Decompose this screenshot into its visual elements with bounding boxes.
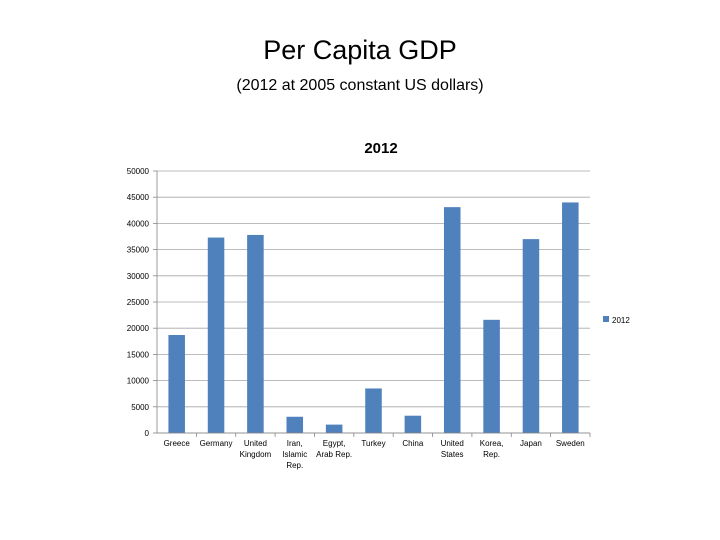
- slide-subtitle: (2012 at 2005 constant US dollars): [236, 77, 484, 94]
- legend-swatch: [603, 316, 609, 322]
- bar: [483, 319, 500, 433]
- x-category-label: Turkey: [361, 439, 385, 448]
- chart-title: 2012: [364, 140, 397, 157]
- x-category-label: Greece: [164, 439, 191, 448]
- x-category-label: Iran, Islamic Rep.: [282, 439, 307, 470]
- slide-title: Per Capita GDP: [263, 35, 457, 65]
- bar: [168, 335, 185, 433]
- bar: [325, 424, 343, 433]
- x-category-label-line: Germany: [200, 439, 233, 448]
- y-tick-label: 35000: [127, 246, 150, 255]
- x-category-label-line: China: [402, 439, 423, 448]
- bar: [443, 207, 461, 433]
- x-category-label: China: [402, 439, 423, 448]
- y-tick-label: 5000: [131, 403, 149, 412]
- x-category-label-line: Arab Rep.: [316, 450, 352, 459]
- x-category-label-line: Sweden: [556, 439, 585, 448]
- x-category-label: Egypt, Arab Rep.: [316, 439, 352, 459]
- y-tick-label: 40000: [127, 219, 150, 228]
- bar: [247, 234, 264, 433]
- x-category-label: Germany: [200, 439, 233, 448]
- x-category-label-line: Iran,: [287, 439, 303, 448]
- x-category-label: United Kingdom: [240, 439, 272, 459]
- y-tick-label: 20000: [127, 324, 150, 333]
- x-category-label: United States: [441, 439, 464, 459]
- x-category-label-line: Rep.: [483, 450, 500, 459]
- x-category-label-line: Japan: [520, 439, 542, 448]
- x-category-label-line: United: [441, 439, 464, 448]
- x-category-label: Japan: [520, 439, 542, 448]
- x-category-label-line: Turkey: [361, 439, 385, 448]
- y-axis: 0 5000 10000 15000 20000 25000 30000 35000 40000…: [127, 167, 158, 438]
- x-category-label-line: Egypt,: [323, 439, 346, 448]
- bar: [365, 388, 382, 433]
- x-category-label: Sweden: [556, 439, 585, 448]
- x-category-label-line: States: [441, 450, 464, 459]
- bar: [522, 239, 540, 433]
- bar: [404, 415, 422, 433]
- x-category-label-line: Korea,: [480, 439, 504, 448]
- x-category-label-line: Greece: [164, 439, 191, 448]
- x-axis: Greece Germany United Kingdom Iran, Islamic Re…: [157, 432, 591, 470]
- x-category-label-line: Islamic: [282, 450, 307, 459]
- legend-label: 2012: [612, 316, 630, 325]
- bar: [207, 237, 225, 433]
- y-tick-label: 30000: [127, 272, 150, 281]
- y-tick-label: 50000: [127, 167, 150, 176]
- bars: [168, 202, 579, 433]
- legend: 2012: [603, 316, 630, 325]
- y-tick-label: 45000: [127, 193, 150, 202]
- x-category-label-line: United: [244, 439, 267, 448]
- bar: [286, 416, 304, 433]
- y-tick-label: 0: [145, 429, 150, 438]
- bar: [562, 202, 579, 433]
- x-category-label-line: Kingdom: [240, 450, 272, 459]
- y-tick-label: 25000: [127, 298, 150, 307]
- x-category-label: Korea, Rep.: [480, 439, 504, 459]
- x-category-label-line: Rep.: [286, 461, 303, 470]
- y-tick-label: 15000: [127, 350, 150, 359]
- y-tick-label: 10000: [127, 377, 150, 386]
